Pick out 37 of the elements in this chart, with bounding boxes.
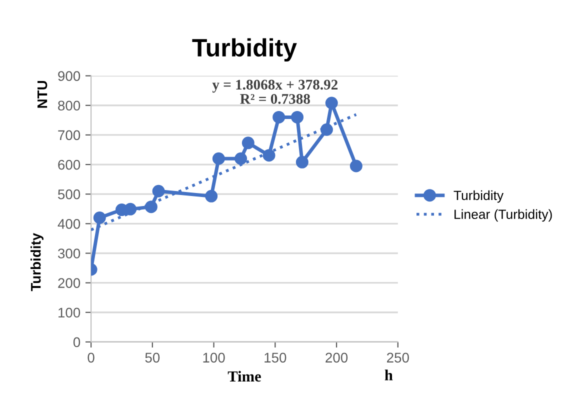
x-tick-label: 150 [264, 352, 286, 363]
point [205, 190, 218, 202]
point [296, 156, 308, 168]
point [124, 202, 137, 216]
y-tick-label: 800 [58, 100, 80, 111]
point [212, 152, 225, 165]
chart-title: Turbidity [192, 38, 297, 62]
point [291, 110, 304, 124]
point [350, 160, 362, 172]
y-tick-label: 300 [58, 248, 80, 258]
point [234, 152, 248, 165]
y-axis-title: Turbidity [30, 232, 44, 292]
point [93, 212, 106, 224]
legend-label: Linear (Turbidity) [454, 209, 552, 222]
y-tick-label: 500 [58, 189, 80, 200]
point [272, 110, 286, 124]
y-tick-label: 600 [58, 160, 80, 170]
x-tick-label: 0 [88, 352, 94, 363]
y-tick-label: 100 [58, 308, 80, 318]
x-tick-label: 250 [387, 352, 409, 363]
x-tick-label: 50 [145, 352, 160, 363]
x-axis-title: Time [228, 370, 261, 382]
text: NTU [38, 81, 48, 108]
point [242, 136, 254, 150]
x-tick-label: 200 [326, 352, 348, 363]
y-tick-label: 900 [58, 71, 80, 81]
y-tick-label: 400 [58, 219, 80, 229]
point [262, 149, 276, 162]
x-tick-label: 100 [203, 352, 225, 363]
annotation: y = 1.8068x + 378.92 R² = 0.7388 [212, 80, 338, 104]
y-tick-label: 0 [73, 337, 80, 348]
point [325, 96, 338, 110]
y-tick-label: 200 [58, 278, 80, 288]
point [152, 184, 165, 198]
y-tick-label: 700 [58, 130, 80, 140]
text: h [384, 370, 393, 380]
legend-label: Turbidity [454, 190, 504, 203]
